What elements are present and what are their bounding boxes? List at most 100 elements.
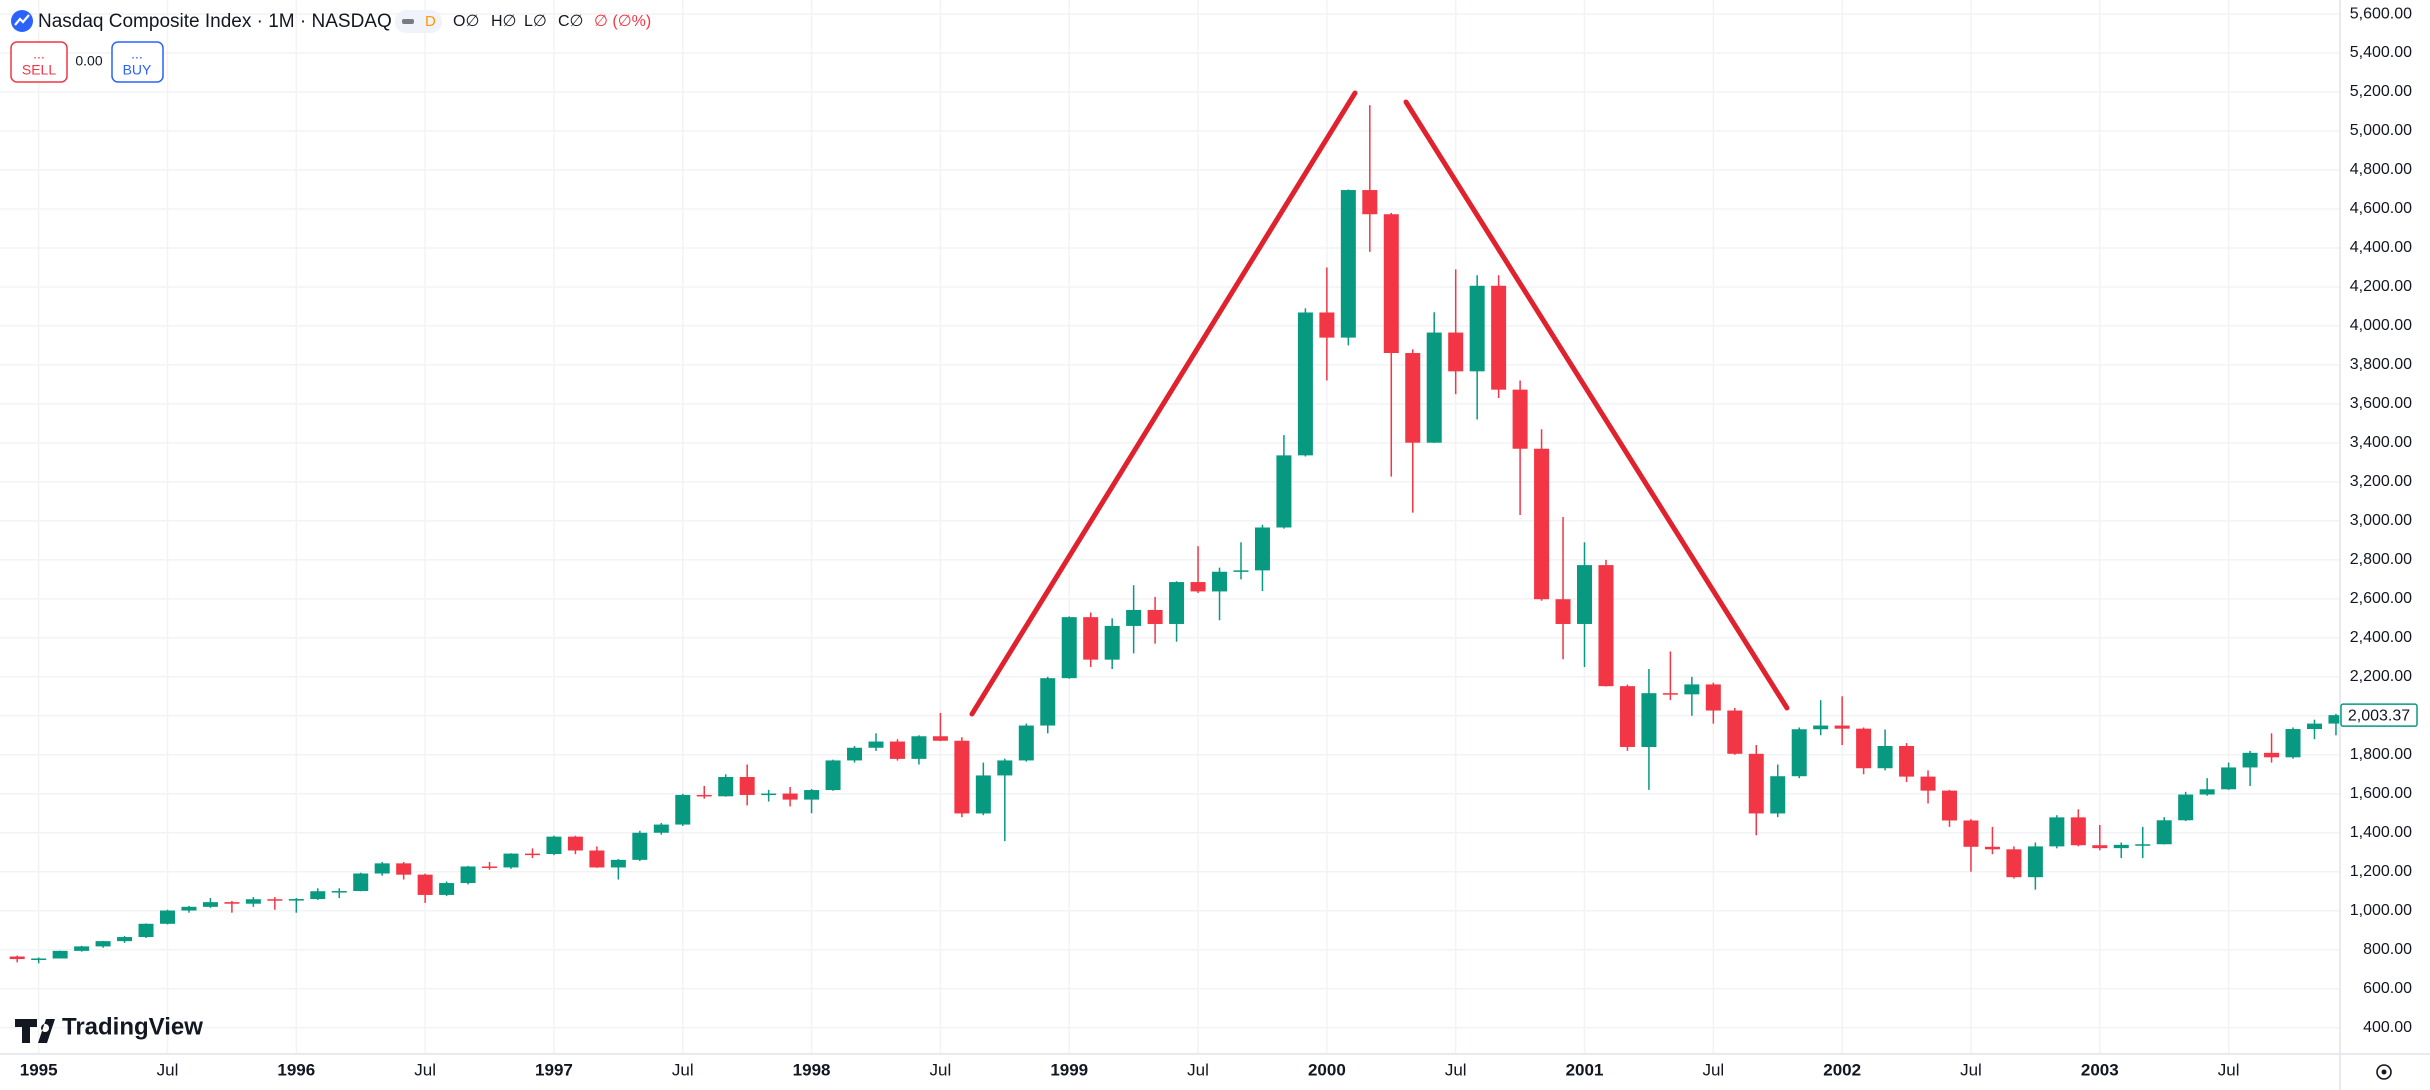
candle-body [761,793,777,796]
candle-body [2070,817,2086,846]
candle-body [610,859,626,868]
candle-body [2285,729,2301,758]
candle-body [1705,684,1721,711]
candle-body [1297,312,1313,456]
candle-body [739,777,755,795]
candle-body [1577,565,1593,624]
x-tick-label: Jul [1187,1060,1209,1079]
candle-body [1791,729,1807,777]
x-tick-label: 2003 [2081,1060,2119,1079]
y-axis: 400.00 600.00 800.00 1,000.00 1,200.00 1,400.… [2340,5,2418,1036]
x-tick-label: 1995 [20,1060,58,1079]
candle-body [2264,752,2280,758]
candle-body [1856,728,1872,769]
candle-body [95,941,111,947]
candle-body [1491,285,1507,390]
symbol-icon-glyph [14,14,30,26]
settings-icon[interactable] [2376,1064,2392,1080]
candle-body [1942,790,1957,821]
sell-label: SELL [22,62,56,78]
candles [9,105,2344,964]
ohlc-close: C∅ [558,13,584,30]
trend-line-down [1403,99,1790,711]
candle-body [2027,846,2043,878]
candle-body [997,760,1013,776]
candle-body [932,736,948,741]
candle-body [2306,723,2322,730]
candle-body [782,793,798,800]
x-tick-label: 1996 [277,1060,315,1079]
y-tick-label: 1,600.00 [2350,785,2412,802]
candle-body [1169,582,1185,624]
candle-body [417,874,433,895]
candle-body [31,958,47,960]
candle-body [202,902,218,907]
x-tick-label: 2001 [1566,1060,1604,1079]
ohlc-high: H∅ [491,13,517,30]
y-tick-label: 2,200.00 [2350,668,2412,685]
candle-body [1534,448,1550,600]
last-price-label: 2,003.37 [2348,707,2410,724]
candle-body [675,794,691,825]
candle-body [1233,570,1249,572]
candle-body [138,923,154,938]
candle-body [825,760,841,791]
candle-body [546,836,562,854]
candle-body [868,741,884,748]
y-tick-label: 800.00 [2363,941,2412,958]
y-tick-label: 5,600.00 [2350,5,2412,22]
candle-body [2006,849,2022,878]
sell-button[interactable] [10,41,68,83]
badge-bg [395,10,442,33]
y-tick-label: 1,800.00 [2350,746,2412,763]
candle-body [460,866,476,884]
grid [0,0,2340,1054]
candle-body [1383,214,1399,354]
candle-body [1469,285,1485,372]
candle-body [224,902,240,904]
candle-body [1963,820,1979,847]
candle-body [1040,678,1056,726]
y-tick-label: 1,400.00 [2350,824,2412,841]
candle-body [1061,617,1077,679]
candle-body [524,853,540,856]
candle-body [1984,846,2000,850]
candle-body [1662,693,1678,695]
candle-body [439,883,455,895]
y-tick-label: 1,000.00 [2350,902,2412,919]
interval-badge[interactable]: D [425,13,436,30]
spread: 0.00 [75,53,102,69]
candle-body [1598,565,1614,687]
y-tick-label: 2,800.00 [2350,551,2412,568]
candle-body [889,741,905,759]
candle-body [2156,820,2172,845]
candle-body [1426,332,1442,443]
brand-name[interactable]: TradingView [62,1013,203,1040]
candle-body [331,891,347,893]
buy-button[interactable] [111,41,164,83]
y-tick-label: 5,200.00 [2350,83,2412,100]
candle-body [1254,527,1270,571]
candle-body [1405,353,1421,443]
candle-body [9,956,25,960]
badge-icon [402,19,414,24]
x-tick-label: Jul [157,1060,179,1079]
y-tick-label: 3,200.00 [2350,473,2412,490]
candle-body [1641,693,1657,747]
candle-body [1555,599,1571,624]
symbol-title[interactable]: Nasdaq Composite Index · 1M · NASDAQ [38,11,392,32]
candle-body [1319,312,1335,338]
y-tick-label: 400.00 [2363,1019,2412,1036]
candle-body [975,775,991,814]
y-tick-label: 2,600.00 [2350,590,2412,607]
candle-body [589,850,605,868]
candle-body [1899,746,1915,777]
ohlc-low: L∅ [524,13,547,30]
candle-body [567,836,583,851]
candle-body [1727,710,1743,754]
candle-body [2221,767,2237,790]
candle-body [1770,776,1786,814]
candle-body [847,747,863,761]
y-tick-label: 5,400.00 [2350,44,2412,61]
y-tick-label: 4,600.00 [2350,200,2412,217]
